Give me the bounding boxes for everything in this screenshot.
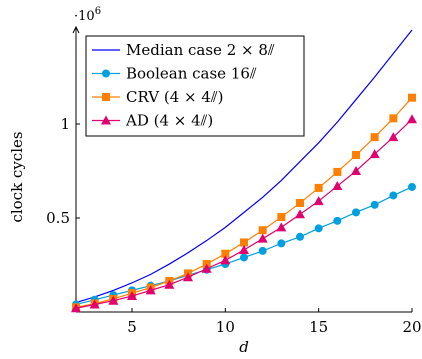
data-point-circle [352,208,360,217]
data-point-square [389,114,398,123]
data-point-circle [314,224,323,233]
data-point-triangle [164,279,175,289]
legend-label: CRV (4 × 4⫽) [126,88,223,106]
data-point-circle [370,200,379,209]
data-point-triangle [313,196,324,206]
data-point-triangle [388,132,399,142]
y-axis-arrow [72,25,80,34]
series-1 [75,29,413,304]
data-point-square [221,249,230,258]
series-4 [71,114,417,313]
data-point-circle [408,182,416,191]
axes: 5 10 15 20 0.5 1 [46,25,422,336]
x-axis-label: d [239,338,249,356]
y-scale-label: ·106 [74,6,101,24]
data-point-triangle [89,299,100,309]
data-point-triangle [201,263,212,273]
data-point-triangle [220,255,231,265]
y-tick-label: 0.5 [46,209,70,227]
data-point-triangle [183,272,193,282]
data-point-circle [389,191,398,200]
data-point-triangle [332,181,343,191]
legend-label: AD (4 × 4⫽) [125,112,213,130]
y-tick-label: 1 [60,115,70,133]
data-point-triangle [101,115,111,125]
series-group [71,29,417,313]
data-point-square [370,133,379,142]
series-line [75,29,413,304]
data-point-square [408,93,416,102]
data-point-triangle [369,149,380,159]
x-tick-label: 20 [402,318,421,336]
y-axis-label: clock cycles [8,131,26,222]
x-tick-label: 5 [127,318,137,336]
data-point-triangle [407,114,417,124]
legend-label: Median case 2 × 8⫽ [126,41,275,59]
x-tick-label: 15 [309,318,328,336]
data-point-triangle [276,222,287,232]
data-point-triangle [108,295,119,305]
data-point-circle [258,246,267,255]
data-point-triangle [295,209,305,219]
data-point-square [314,183,323,192]
data-point-square [296,198,304,207]
legend: Median case 2 × 8⫽ Boolean case 16⫽ CRV (4… [85,35,305,137]
x-tick-label: 10 [216,318,235,336]
data-point-circle [333,216,342,225]
axis-labels: d clock cycles ·106 [8,6,249,356]
data-point-triangle [351,166,361,175]
legend-box [85,35,305,137]
data-point-square [333,167,342,176]
data-point-triangle [257,233,268,243]
data-point-square [277,213,286,222]
data-point-circle [296,232,304,241]
data-point-triangle [71,303,81,313]
data-point-triangle [127,291,137,301]
data-point-circle [240,253,248,262]
data-point-triangle [145,285,156,295]
data-point-triangle [239,244,249,254]
data-point-square [102,93,110,101]
data-point-square [258,226,267,235]
data-point-circle [102,69,110,78]
legend-label: Boolean case 16⫽ [126,65,257,83]
data-point-square [240,238,248,247]
data-point-circle [277,239,286,248]
data-point-square [352,151,360,160]
series-line [75,118,413,309]
